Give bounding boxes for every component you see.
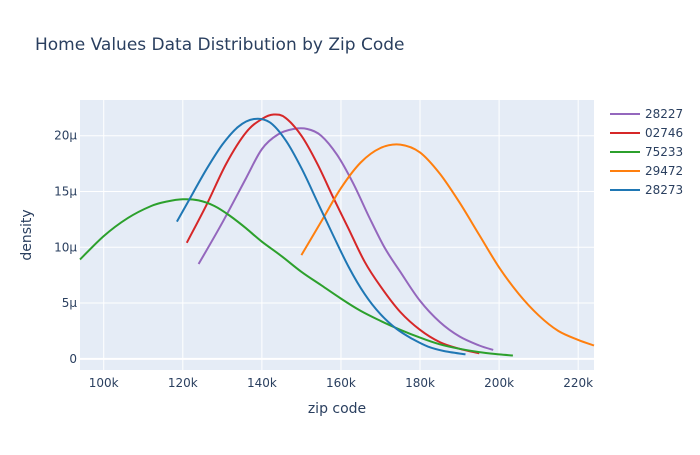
y-tick-label: 5μ (62, 296, 78, 310)
legend-label: 29472 (645, 164, 683, 178)
legend-item-28227[interactable]: 28227 (610, 107, 683, 121)
legend-label: 28273 (645, 183, 683, 197)
x-tick-labels: 100k 120k 140k 160k 180k 200k 220k (89, 376, 593, 390)
plot-background (80, 100, 594, 370)
legend-item-02746[interactable]: 02746 (610, 126, 683, 140)
series-line-75233 (79, 198, 513, 357)
y-tick-label: 15μ (54, 184, 77, 198)
x-tick-label: 180k (405, 376, 435, 390)
x-tick-label: 100k (89, 376, 119, 390)
x-tick-label: 200k (484, 376, 514, 390)
legend-item-28273[interactable]: 28273 (610, 183, 683, 197)
x-tick-label: 220k (563, 376, 593, 390)
x-axis-title: zip code (308, 401, 366, 417)
legend-label: 75233 (645, 145, 683, 159)
legend[interactable]: 28227 02746 75233 29472 28273 (610, 107, 683, 197)
series-line-28273 (176, 117, 466, 356)
y-tick-label: 10μ (54, 240, 77, 254)
y-tick-label: 20μ (54, 129, 77, 143)
x-tick-label: 160k (326, 376, 356, 390)
legend-label: 28227 (645, 107, 683, 121)
x-tick-label: 120k (168, 376, 198, 390)
grid (80, 100, 594, 370)
legend-label: 02746 (645, 126, 683, 140)
legend-item-29472[interactable]: 29472 (610, 164, 683, 178)
y-tick-label: 0 (69, 352, 77, 366)
legend-item-75233[interactable]: 75233 (610, 145, 683, 159)
series-line-29472 (300, 143, 595, 347)
x-tick-label: 140k (247, 376, 277, 390)
y-axis-title: density (19, 209, 35, 260)
series-line-28227 (197, 127, 494, 351)
chart-title: Home Values Data Distribution by Zip Cod… (35, 35, 404, 55)
series-lines (79, 113, 595, 357)
series-line-02746 (185, 113, 480, 355)
y-tick-labels: 0 5μ 10μ 15μ 20μ (54, 129, 77, 366)
